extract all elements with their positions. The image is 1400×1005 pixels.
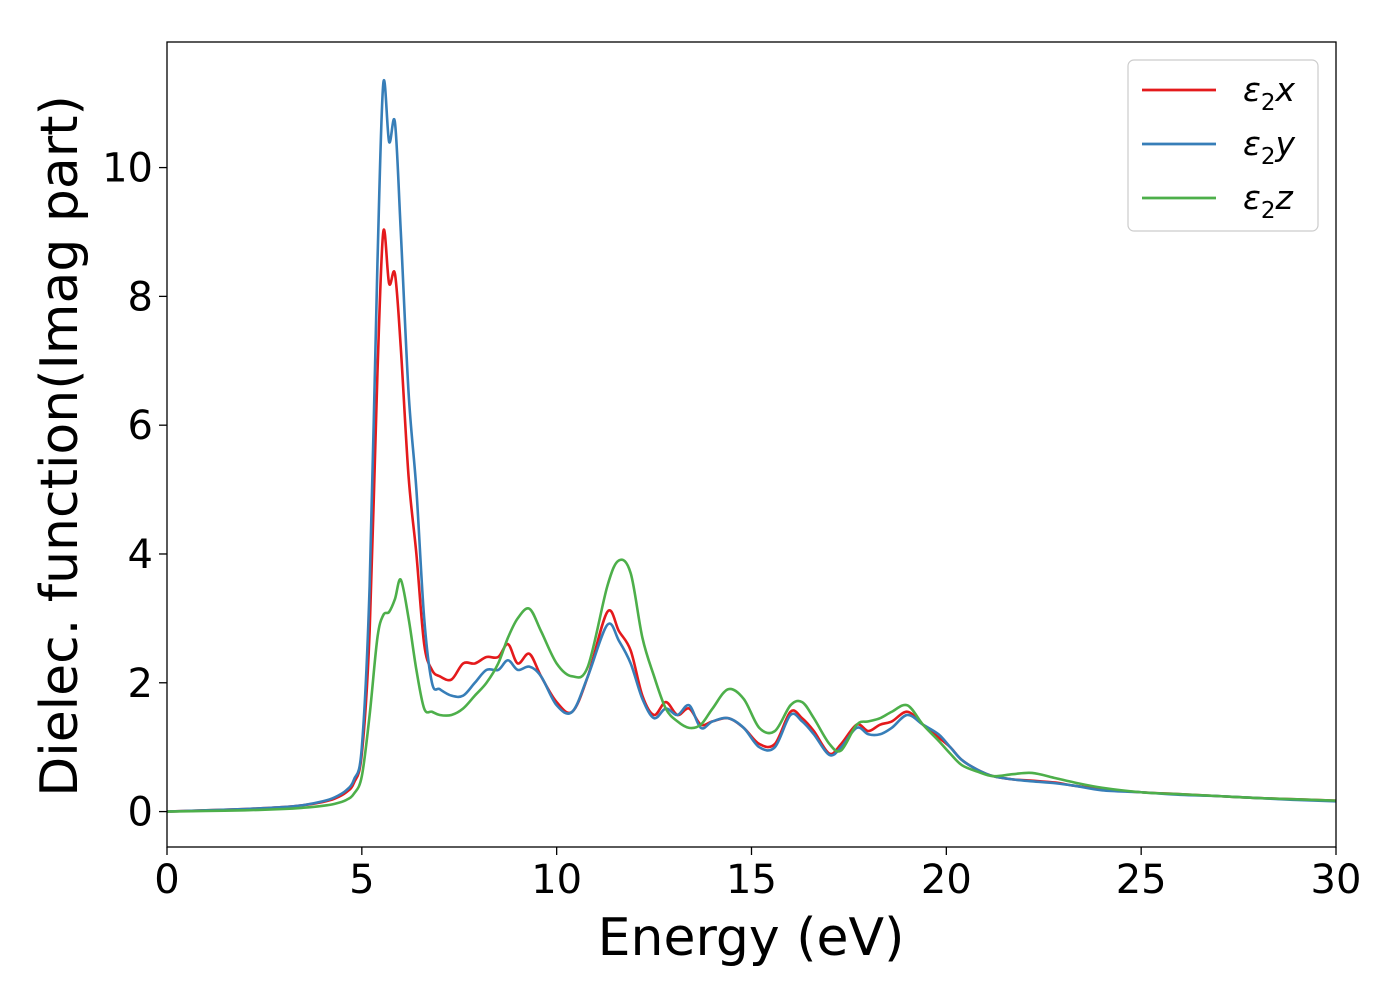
series-layer <box>167 79 1336 813</box>
legend-label-z: ε2z <box>1243 178 1293 224</box>
x-tick-label: 30 <box>1311 857 1362 903</box>
y-tick-label: 0 <box>128 790 153 836</box>
series-line-y <box>167 79 1336 813</box>
y-tick-label: 8 <box>128 274 153 320</box>
x-tick-label: 5 <box>349 857 374 903</box>
y-tick-label: 2 <box>128 661 153 707</box>
y-tick-label: 6 <box>128 403 153 449</box>
x-tick-label: 15 <box>726 857 777 903</box>
x-axis: 0 5 10 15 20 25 30 <box>154 847 1361 903</box>
y-tick-label: 10 <box>102 146 153 192</box>
legend-label-y: ε2y <box>1243 124 1295 170</box>
x-tick-label: 0 <box>154 857 179 903</box>
x-tick-label: 25 <box>1116 857 1167 903</box>
series-line-z <box>167 558 1336 813</box>
legend-label-x: ε2x <box>1243 70 1295 116</box>
series-line-x <box>167 228 1336 813</box>
x-axis-label: Energy (eV) <box>598 908 905 968</box>
y-tick-label: 4 <box>128 532 153 578</box>
x-tick-label: 20 <box>921 857 972 903</box>
y-axis-label: Dielec. function(Imag part) <box>30 95 90 797</box>
x-tick-label: 10 <box>531 857 582 903</box>
legend: ε2x ε2y ε2z <box>1127 59 1319 232</box>
legend-box <box>1127 59 1319 232</box>
y-axis: 0 2 4 6 8 10 <box>102 146 167 836</box>
